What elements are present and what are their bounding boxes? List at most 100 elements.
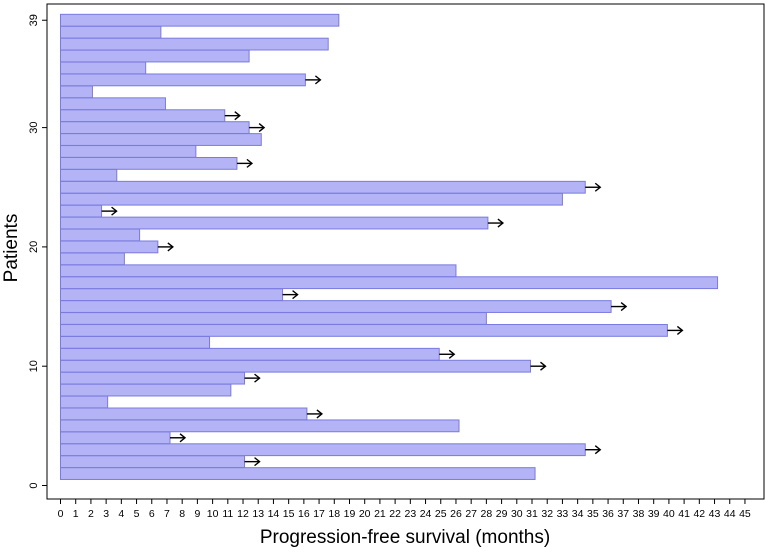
x-tick-label-44: 44 [724,508,736,520]
ongoing-arrow-2 [244,457,261,467]
x-tick-label-36: 36 [602,508,614,520]
patient-bar-30 [60,121,250,134]
x-tick-label-32: 32 [541,508,553,520]
ongoing-arrow-13 [667,325,684,335]
ongoing-arrow-34 [305,75,322,85]
ongoing-arrow-23 [101,206,118,216]
x-tick-label-39: 39 [648,508,660,520]
x-tick-label-43: 43 [709,508,721,520]
x-tick-label-31: 31 [526,508,538,520]
x-tick-label-23: 23 [404,508,416,520]
ongoing-arrow-3 [585,445,602,455]
ongoing-arrow-6 [306,409,324,419]
patient-bar-36 [60,49,250,63]
patient-bar-14 [60,312,487,325]
patient-bar-1 [60,467,536,480]
patient-bar-34 [60,73,306,87]
x-tick-label-15: 15 [283,508,295,520]
patient-bar-6 [60,407,308,421]
patient-bar-32 [60,97,166,111]
patient-bar-17 [60,276,719,290]
patient-bar-31 [60,109,226,123]
ongoing-arrow-30 [249,123,266,133]
x-tick-label-38: 38 [633,508,645,520]
patient-bar-2 [60,455,246,469]
x-tick-label-7: 7 [164,508,170,520]
x-tick-label-27: 27 [465,508,477,520]
ongoing-arrow-22 [487,218,505,228]
y-tick-label-20: 20 [28,241,40,253]
x-tick-label-40: 40 [663,508,675,520]
patient-bar-39 [60,13,340,27]
x-tick-label-33: 33 [557,508,569,520]
patient-bar-18 [60,264,457,278]
patient-bar-10 [60,359,531,373]
x-tick-label-3: 3 [103,508,109,520]
patient-bar-38 [60,25,162,39]
ongoing-arrow-31 [224,111,241,121]
x-tick-label-45: 45 [739,508,751,520]
patient-bar-19 [60,252,125,266]
ongoing-arrow-16 [282,290,299,300]
patient-bar-33 [60,85,93,99]
patient-bar-16 [60,288,284,302]
patient-bar-26 [60,168,118,182]
x-tick-label-19: 19 [344,508,356,520]
ongoing-arrow-15 [611,302,628,312]
x-tick-label-30: 30 [511,508,523,520]
x-tick-label-25: 25 [435,508,447,520]
patient-bar-13 [60,324,668,337]
ongoing-arrow-10 [530,361,547,371]
y-axis: 0 10 20 30 39 [28,14,47,489]
x-tick-label-24: 24 [420,508,432,520]
x-tick-label-1: 1 [73,508,79,520]
x-tick-label-18: 18 [328,508,340,520]
y-axis-label: Patients [1,214,22,283]
patient-bar-28 [60,145,197,158]
patient-bar-4 [60,431,171,445]
patient-bar-27 [60,156,238,170]
ongoing-arrow-9 [244,373,261,383]
ongoing-arrow-20 [157,242,174,252]
x-tick-label-26: 26 [450,508,462,520]
x-tick-label-0: 0 [58,508,64,520]
x-tick-label-5: 5 [134,508,140,520]
patient-bar-9 [60,371,246,385]
patient-bar-35 [60,61,147,75]
x-tick-label-28: 28 [481,508,493,520]
patient-bar-15 [60,300,612,313]
x-tick-label-17: 17 [313,508,325,520]
x-tick-label-10: 10 [207,508,219,520]
patient-bar-22 [60,216,489,230]
x-tick-label-20: 20 [359,508,371,520]
x-tick-label-13: 13 [252,508,264,520]
plot-frame [46,3,765,500]
ongoing-arrow-11 [439,349,456,359]
x-tick-label-4: 4 [118,508,124,520]
patient-bar-11 [60,347,440,361]
patient-bar-5 [60,419,460,433]
x-tick-label-14: 14 [268,508,280,520]
y-tick-label-10: 10 [28,360,40,372]
patient-bar-25 [60,180,586,194]
ongoing-arrow-25 [585,182,602,192]
patient-bar-7 [60,395,109,409]
bars-layer [60,13,719,480]
x-tick-label-11: 11 [222,508,233,520]
patient-bar-20 [60,240,159,254]
x-tick-label-12: 12 [237,508,249,520]
y-tick-label-39: 39 [28,14,40,26]
patient-bar-21 [60,228,141,242]
x-tick-label-21: 21 [374,508,386,520]
x-tick-label-8: 8 [179,508,185,520]
patient-bar-3 [60,443,586,457]
patient-bar-24 [60,192,563,206]
x-tick-label-9: 9 [194,508,200,520]
x-tick-label-22: 22 [389,508,401,520]
x-tick-label-37: 37 [617,508,629,520]
x-tick-label-42: 42 [693,508,705,520]
y-tick-label-30: 30 [28,121,40,133]
x-tick-label-16: 16 [298,508,310,520]
x-tick-label-34: 34 [572,508,584,520]
arrows-layer [101,75,684,467]
